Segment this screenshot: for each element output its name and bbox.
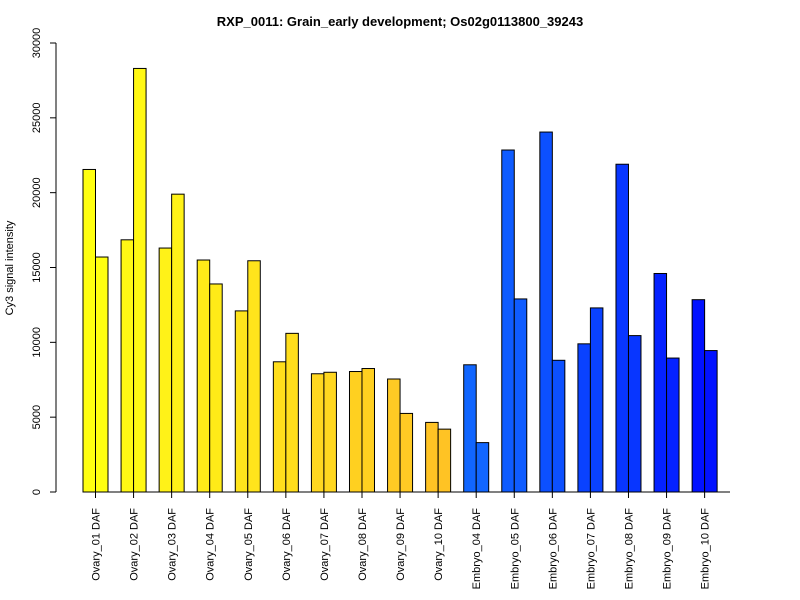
y-tick-label: 10000 [31, 327, 43, 358]
x-tick-label: Ovary_08 DAF [357, 508, 369, 581]
x-axis: Ovary_01 DAF Ovary_02 DAF Ovary_03 DAF Ovar… [91, 491, 730, 590]
bar-2 [704, 350, 718, 493]
y-axis-label: Cy3 signal intensity [4, 220, 16, 315]
bar-2 [627, 335, 642, 493]
bar-1 [272, 361, 287, 493]
bar-1 [501, 149, 515, 493]
bar-1 [653, 272, 668, 493]
bar-1 [615, 163, 629, 493]
x-tick-label: Ovary_03 DAF [167, 508, 179, 581]
x-tick-label: Embryo_05 DAF [509, 508, 521, 590]
bar-1 [463, 364, 477, 493]
y-tick-label: 0 [31, 489, 43, 495]
bar-1 [120, 239, 135, 493]
bar-2 [551, 359, 566, 493]
bar-2 [95, 256, 109, 493]
bars-group [82, 67, 718, 493]
bar-1 [310, 373, 325, 493]
bar-2 [666, 357, 680, 493]
bar-2 [589, 307, 604, 493]
bar-1 [691, 299, 706, 493]
y-tick-label: 20000 [31, 177, 43, 208]
bar-2 [247, 260, 261, 493]
x-tick-label: Ovary_05 DAF [243, 508, 255, 581]
x-tick-label: Ovary_07 DAF [319, 508, 331, 581]
x-tick-label: Embryo_07 DAF [585, 508, 597, 590]
x-tick-label: Ovary_02 DAF [129, 508, 141, 581]
bar-2 [133, 67, 147, 493]
bar-2 [437, 428, 452, 493]
x-tick-label: Embryo_04 DAF [471, 508, 483, 590]
chart-title: RXP_0011: Grain_early development; Os02g… [217, 14, 583, 29]
x-tick-label: Ovary_10 DAF [433, 508, 445, 581]
y-tick-label: 25000 [31, 103, 43, 134]
bar-2 [209, 283, 223, 493]
bar-2 [171, 193, 185, 493]
bar-1 [577, 343, 591, 493]
x-tick-label: Embryo_06 DAF [547, 508, 559, 590]
y-tick-label: 30000 [31, 28, 43, 59]
bar-2 [285, 332, 299, 493]
y-tick-label: 15000 [31, 252, 43, 283]
x-tick-label: Embryo_10 DAF [700, 508, 712, 590]
bar-1 [82, 168, 96, 493]
x-tick-label: Ovary_01 DAF [91, 508, 103, 581]
bar-2 [323, 371, 337, 493]
bar-1 [387, 378, 401, 493]
bar-1 [234, 310, 249, 493]
bar-1 [158, 247, 173, 493]
bar-1 [196, 259, 211, 493]
bar-1 [539, 131, 553, 493]
bar-2 [513, 298, 528, 493]
x-tick-label: Embryo_09 DAF [662, 508, 674, 590]
x-tick-label: Ovary_09 DAF [395, 508, 407, 581]
x-tick-label: Embryo_08 DAF [623, 508, 635, 590]
x-tick-label: Ovary_06 DAF [281, 508, 293, 581]
y-tick-label: 5000 [31, 405, 43, 429]
bar-2 [399, 412, 414, 493]
y-axis: 0 5000 10000 15000 20000 25000 30000 [31, 28, 57, 495]
bar-1 [425, 421, 439, 493]
bar-2 [475, 442, 490, 493]
x-tick-label: Ovary_04 DAF [205, 508, 217, 581]
bar-1 [348, 371, 363, 493]
bar-2 [361, 368, 375, 493]
